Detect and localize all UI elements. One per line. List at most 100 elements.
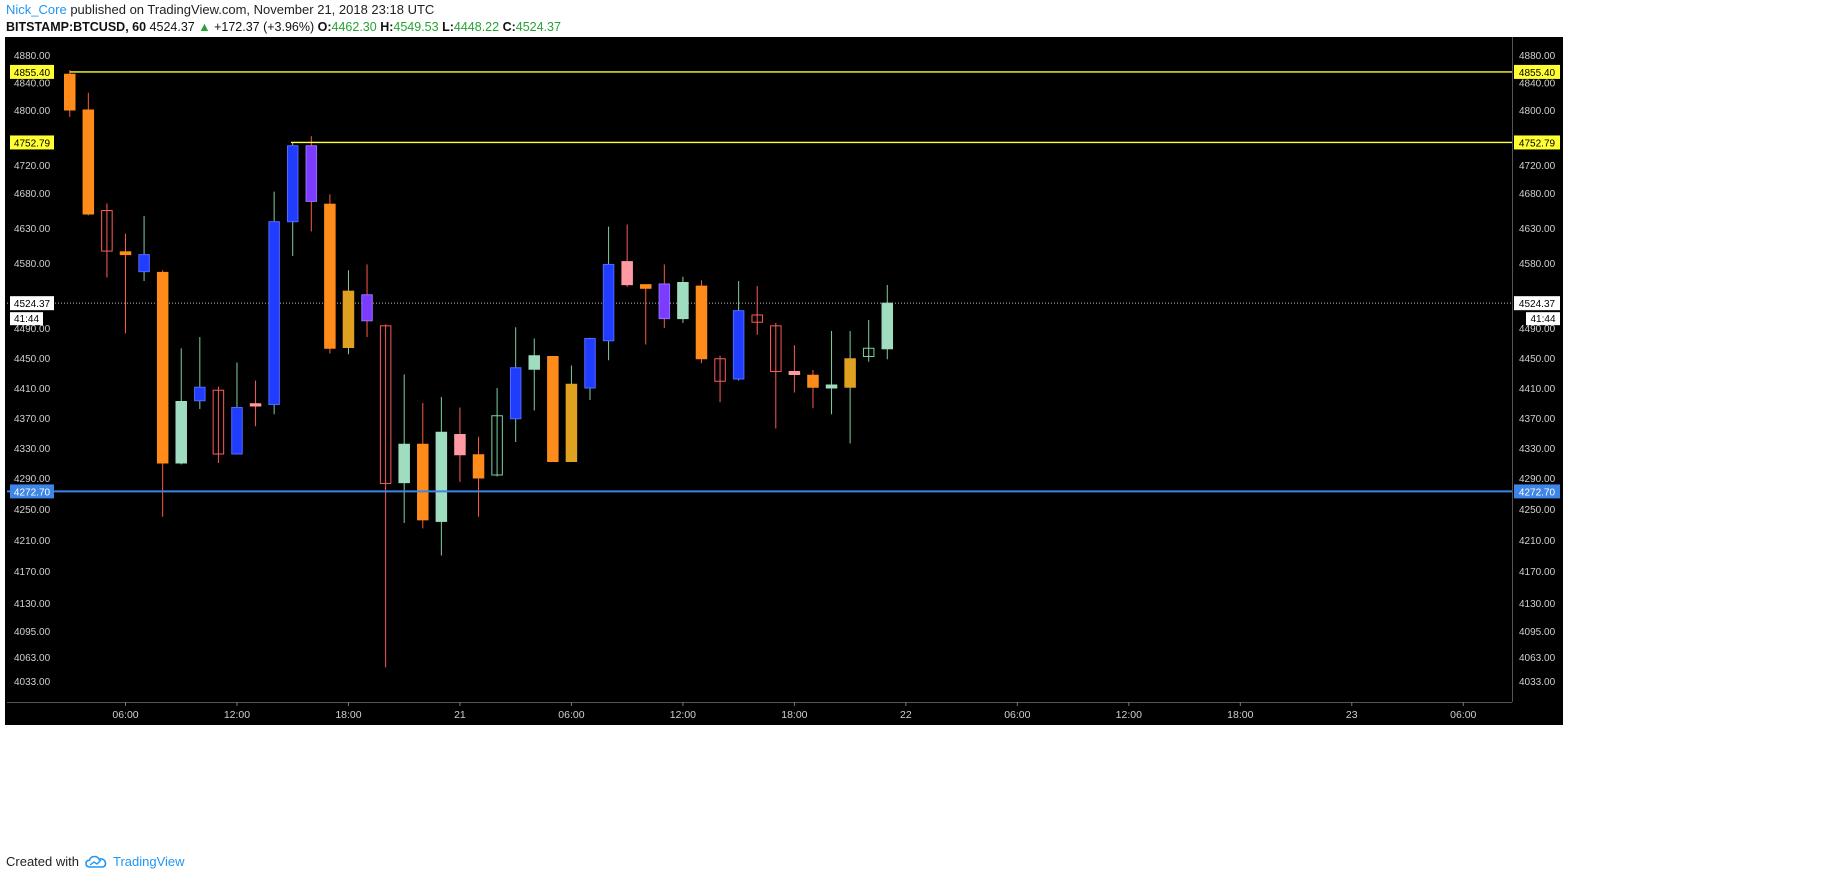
high-label: H: [380, 20, 394, 34]
y-tick-label-right: 4630.00 [1519, 224, 1556, 235]
y-tick-label-left: 4800.00 [14, 106, 51, 117]
candle-body [788, 371, 801, 375]
candle-body [249, 403, 262, 407]
y-tick-label-left: 4370.00 [14, 414, 51, 425]
candle-body [156, 271, 169, 464]
y-tick-label-left: 4490.00 [14, 324, 51, 335]
tradingview-link[interactable]: TradingView [112, 854, 185, 869]
high-value: 4549.53 [393, 20, 439, 34]
x-tick-label: 06:00 [558, 709, 584, 721]
x-tick-label: 22 [900, 709, 912, 721]
price-label-left: 4855.40 [14, 68, 51, 79]
y-tick-label-left: 4290.00 [14, 474, 51, 485]
candle-body [565, 383, 578, 462]
author-link[interactable]: Nick_Core [6, 2, 67, 17]
candle-body [491, 415, 503, 476]
y-tick-label-left: 4720.00 [14, 161, 51, 172]
price-label-right: 4752.79 [1519, 138, 1556, 149]
candle-body [324, 203, 336, 349]
last-price-label-left: 4524.37 [14, 299, 51, 310]
candle-body [862, 347, 875, 357]
candle-body [231, 407, 243, 455]
y-tick-label-left: 4210.00 [14, 536, 51, 547]
price-label-right-bg [1514, 484, 1560, 499]
candle-body [602, 263, 615, 342]
symbol-legend: BITSTAMP:BTCUSD, 60 4524.37 ▲ +172.37 (+… [6, 20, 561, 34]
countdown-label-left: 41:44 [14, 314, 39, 325]
candle-body [881, 302, 894, 350]
y-tick-label-right: 4490.00 [1519, 324, 1556, 335]
y-tick-label-right: 4880.00 [1519, 51, 1556, 62]
candle-body [509, 367, 522, 420]
x-tick-label: 12:00 [224, 709, 250, 721]
price-label-left-bg [10, 484, 54, 499]
x-tick-label: 12:00 [670, 709, 696, 721]
x-tick-label: 18:00 [781, 709, 807, 721]
low-value: 4448.22 [453, 20, 500, 34]
candle-body [807, 374, 819, 388]
y-tick-label-left: 4130.00 [14, 599, 51, 610]
y-tick-label-right: 4840.00 [1519, 79, 1556, 90]
x-tick-label: 18:00 [1227, 709, 1253, 721]
candle-body [714, 358, 726, 382]
x-tick-label: 23 [1346, 709, 1358, 721]
symbol-label: BITSTAMP:BTCUSD, 60 [6, 20, 147, 34]
countdown-label-right: 41:44 [1530, 314, 1555, 325]
candle-body [286, 145, 299, 223]
candle-body [417, 443, 429, 521]
last-price: 4524.37 [149, 20, 195, 34]
y-tick-label-right: 4800.00 [1519, 106, 1556, 117]
price-label-right: 4272.70 [1519, 487, 1556, 498]
price-change: +172.37 (+3.96%) [214, 20, 315, 34]
price-label-right-bg [1514, 64, 1560, 79]
y-tick-label-left: 4580.00 [14, 259, 51, 270]
candle-body [770, 325, 782, 373]
candle-body [138, 254, 150, 273]
candle-body [435, 431, 448, 522]
close-label: C: [502, 20, 516, 34]
open-label: O: [317, 20, 332, 34]
y-tick-label-right: 4210.00 [1519, 536, 1556, 547]
change-arrow-icon: ▲ [198, 20, 211, 34]
candle-body [844, 358, 856, 388]
candle-body [361, 294, 373, 322]
candle-body [825, 384, 838, 389]
low-label: L: [442, 20, 454, 34]
y-tick-label-right: 4680.00 [1519, 189, 1556, 200]
candle-body [454, 434, 466, 456]
y-tick-label-left: 4840.00 [14, 79, 51, 90]
y-tick-label-left: 4880.00 [14, 51, 51, 62]
candle-body [584, 338, 596, 389]
last-price-label-left-bg [10, 296, 54, 311]
candle-body [677, 282, 689, 320]
candle-body [658, 283, 671, 320]
y-tick-label-right: 4290.00 [1519, 474, 1556, 485]
y-tick-label-left: 4095.00 [14, 627, 51, 638]
publish-info: Nick_Core published on TradingView.com, … [6, 2, 434, 17]
price-label-right-bg [1514, 135, 1560, 150]
y-tick-label-right: 4370.00 [1519, 414, 1556, 425]
y-tick-label-right: 4410.00 [1519, 384, 1556, 395]
x-tick-label: 21 [454, 709, 466, 721]
y-tick-label-right: 4720.00 [1519, 161, 1556, 172]
published-text: published on TradingView.com, November 2… [70, 2, 435, 17]
candle-body [639, 284, 652, 289]
candle-body [101, 210, 113, 252]
candle-body [82, 109, 95, 215]
candle-body [732, 310, 745, 380]
y-tick-label-right: 4063.00 [1519, 653, 1556, 664]
y-tick-label-left: 4410.00 [14, 384, 51, 395]
candle-body [398, 443, 410, 484]
candle-body [305, 145, 318, 202]
candle-body [64, 73, 76, 111]
last-price-label-right: 4524.37 [1519, 299, 1556, 310]
candle-body [472, 454, 485, 479]
open-value: 4462.30 [331, 20, 377, 34]
y-tick-label-left: 4450.00 [14, 354, 51, 365]
y-tick-label-right: 4033.00 [1519, 677, 1556, 688]
candle-body [342, 290, 355, 348]
y-tick-label-left: 4680.00 [14, 189, 51, 200]
y-tick-label-right: 4330.00 [1519, 444, 1556, 455]
y-tick-label-left: 4330.00 [14, 444, 51, 455]
